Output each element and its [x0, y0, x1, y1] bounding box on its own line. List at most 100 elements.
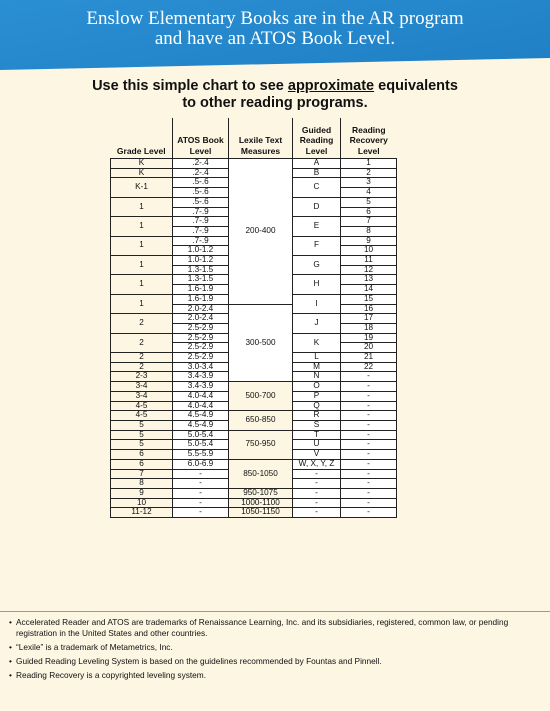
reading-recovery-cell: - [340, 381, 397, 392]
reading-recovery-cell: - [340, 458, 397, 470]
grade-level-cell: 3-4 [110, 381, 173, 392]
guided-reading-cell: G [292, 255, 341, 276]
grade-level-cell: 2-3 [110, 371, 173, 383]
guided-reading-cell: K [292, 332, 341, 354]
guided-reading-cell: M [292, 361, 341, 373]
reading-recovery-cell: 4 [340, 187, 397, 198]
grade-level-cell: K [110, 158, 173, 169]
guided-reading-cell: V [292, 449, 341, 460]
reading-recovery-cell: 18 [340, 322, 397, 334]
guided-reading-cell: - [292, 507, 341, 519]
reading-recovery-cell: 8 [340, 225, 397, 237]
atos-level-cell: 6.0-6.9 [172, 458, 229, 470]
grade-level-cell: 1 [110, 293, 173, 315]
guided-reading-cell: A [292, 158, 341, 169]
reading-recovery-cell: - [340, 449, 397, 460]
atos-level-cell: - [172, 497, 229, 509]
guided-reading-cell: R [292, 410, 341, 421]
atos-level-cell: .2-.4 [172, 158, 229, 169]
table-row: 3-4 3.4-3.9 500-700 O - [110, 381, 397, 412]
reading-recovery-cell: 3 [340, 177, 397, 189]
atos-level-cell: 2.0-2.4 [172, 303, 229, 315]
guided-reading-cell: F [292, 235, 341, 257]
reading-recovery-cell: 1 [340, 158, 397, 169]
atos-level-cell: 1.3-1.5 [172, 264, 229, 276]
table-row: 11-12-1050-1150- - [110, 507, 397, 519]
subtitle-part-1: Use this simple chart to see [92, 78, 288, 94]
grade-level-cell: 5 [110, 439, 173, 451]
grade-level-cell: 1 [110, 196, 173, 218]
chart-body: K .2-.4 200-400 A 1 K .2-.4 B 2 K-1.5-.6 C 3.5-.6 4 1… [110, 158, 397, 519]
footnote: • Accelerated Reader and ATOS are tradema… [9, 617, 509, 638]
atos-level-cell: - [172, 478, 229, 489]
atos-level-cell: 2.5-2.9 [172, 342, 229, 354]
table-row: K .2-.4 B 2 [110, 167, 397, 179]
reading-recovery-cell: 6 [340, 206, 397, 218]
grade-level-cell: 5 [110, 419, 173, 431]
grade-level-cell: 1 [110, 216, 173, 237]
subtitle-underlined: approximate [287, 78, 375, 94]
atos-level-cell: 5.0-5.4 [172, 429, 229, 441]
guided-reading-cell: D [292, 196, 341, 218]
grade-level-cell: 10 [110, 497, 173, 509]
atos-level-cell: 1.6-1.9 [172, 284, 229, 295]
atos-level-cell: 4.0-4.4 [172, 390, 229, 402]
footnote: • Guided Reading Leveling System is based… [9, 655, 382, 666]
reading-recovery-cell: 14 [340, 284, 397, 295]
banner-line-2: and have an ATOS Book Level. [154, 28, 396, 49]
atos-level-cell: 4.5-4.9 [172, 419, 229, 431]
reading-recovery-cell: 17 [340, 313, 397, 324]
header-atos: ATOS Book Level [172, 118, 229, 159]
grade-level-cell: 9 [110, 487, 173, 499]
table-row: 6 6.0-6.9 850-1050 W, X, Y, Z- [110, 458, 397, 489]
atos-level-cell: 2.5-2.9 [172, 332, 229, 344]
header-lexile: Lexile Text Measures [228, 118, 293, 159]
atos-level-cell: 5.0-5.4 [172, 439, 229, 451]
atos-level-cell: 4.5-4.9 [172, 410, 229, 421]
divider [0, 611, 550, 612]
guided-reading-cell: I [292, 293, 341, 315]
reading-recovery-cell: 22 [340, 361, 397, 373]
atos-level-cell: 1.3-1.5 [172, 274, 229, 286]
footnotes: • Accelerated Reader and ATOS are tradema… [8, 617, 544, 684]
reading-recovery-cell: - [340, 400, 397, 412]
atos-level-cell: .7-.9 [172, 235, 229, 247]
reading-recovery-cell: 20 [340, 342, 397, 354]
atos-level-cell: 3.4-3.9 [172, 371, 229, 383]
atos-level-cell: 2.5-2.9 [172, 352, 229, 363]
guided-reading-cell: W, X, Y, Z [292, 458, 341, 470]
footnote: • Reading Recovery is a copyrighted level… [9, 669, 206, 680]
grade-level-cell: K [110, 167, 173, 179]
reading-recovery-cell: 15 [340, 293, 397, 305]
table-row: 5 5.0-5.4 750-950 T - [110, 429, 397, 460]
reading-recovery-cell: - [340, 390, 397, 402]
atos-level-cell: .2-.4 [172, 167, 229, 179]
reading-recovery-cell: 2 [340, 167, 397, 179]
reading-recovery-cell: 5 [340, 196, 397, 208]
reading-recovery-cell: - [340, 478, 397, 489]
guided-reading-cell: - [292, 468, 341, 480]
footnote: • “Lexile” is a trademark of Metametrics,… [9, 641, 173, 652]
reading-recovery-cell: 12 [340, 264, 397, 276]
atos-level-cell: 3.4-3.9 [172, 381, 229, 392]
grade-level-cell: 5 [110, 429, 173, 441]
lexile-measure-cell: 200-400 [228, 158, 293, 305]
reading-recovery-cell: - [340, 371, 397, 383]
table-row: 1 1.3-1.5 H 13 [110, 274, 397, 295]
reading-recovery-cell: 9 [340, 235, 397, 247]
grade-level-cell: 7 [110, 468, 173, 480]
reading-recovery-cell: - [340, 468, 397, 480]
guided-reading-cell: N [292, 371, 341, 383]
atos-level-cell: .7-.9 [172, 225, 229, 237]
guided-reading-cell: P [292, 390, 341, 402]
chart-subtitle: Use this simple chart to see approximate… [0, 78, 550, 112]
table-row: 1.7-.9 E 7 [110, 216, 397, 237]
grade-level-cell: 3-4 [110, 390, 173, 402]
grade-level-cell: K-1 [110, 177, 173, 198]
atos-level-cell: .7-.9 [172, 206, 229, 218]
atos-level-cell: 1.0-1.2 [172, 255, 229, 266]
lexile-measure-cell: 300-500 [228, 303, 293, 383]
grade-level-cell: 2 [110, 313, 173, 334]
atos-level-cell: .5-.6 [172, 177, 229, 189]
reading-recovery-cell: 7 [340, 216, 397, 227]
